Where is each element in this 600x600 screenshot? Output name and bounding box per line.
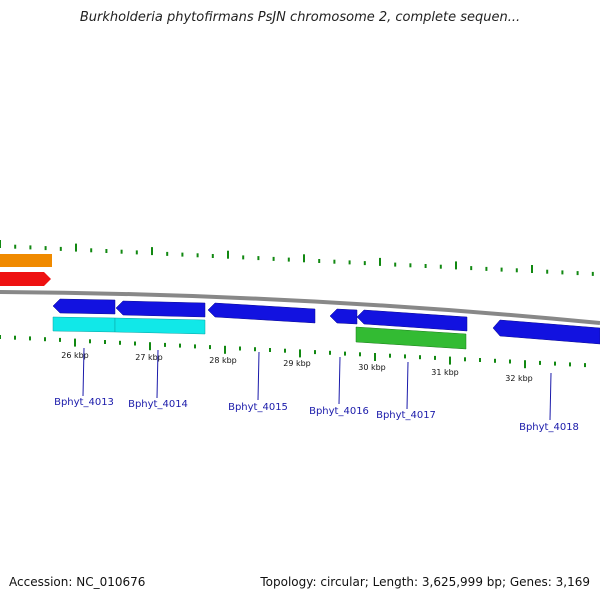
gene-label[interactable]: Bphyt_4016 <box>309 406 369 417</box>
outer-ruler-ticks <box>0 240 594 276</box>
gene-bphyt-4015[interactable] <box>207 302 316 324</box>
gene-bphyt-4013[interactable] <box>52 298 116 315</box>
gene-leader-line <box>338 356 341 405</box>
ruler-tick-label: 29 kbp <box>283 359 311 368</box>
sequence-backbone <box>0 290 600 325</box>
ruler-tick-label: 28 kbp <box>209 356 237 365</box>
gene-leader-line <box>257 351 260 401</box>
genome-summary-text: Topology: circular; Length: 3,625,999 bp… <box>260 575 590 589</box>
gene-bphyt-4018[interactable] <box>492 319 600 345</box>
ruler-tick-label: 27 kbp <box>135 353 163 362</box>
gene-bphyt-4017-gene[interactable] <box>356 309 468 332</box>
inner-ruler-ticks <box>0 335 586 369</box>
gene-leader-line <box>549 372 552 421</box>
gene-leader-line <box>406 361 409 410</box>
gene-bphyt-4016[interactable] <box>329 308 358 325</box>
gene-label[interactable]: Bphyt_4013 <box>54 397 114 408</box>
ruler-tick-label: 32 kbp <box>505 374 533 383</box>
gene-label[interactable]: Bphyt_4017 <box>376 410 436 421</box>
red-feature[interactable] <box>0 272 51 286</box>
map-title: Burkholderia phytofirmans PsJN chromosom… <box>79 10 521 25</box>
ruler-tick-labels: 26 kbp 27 kbp 28 kbp 29 kbp 30 kbp 31 kbp 32 k… <box>61 351 533 383</box>
accession-text: Accession: NC_010676 <box>9 575 146 589</box>
gene-label[interactable]: Bphyt_4015 <box>228 402 288 413</box>
gene-label[interactable]: Bphyt_4014 <box>128 399 188 410</box>
cds-bphyt-4013[interactable] <box>52 316 116 333</box>
cds-bphyt-4017[interactable] <box>355 326 467 350</box>
gene-leader-line <box>82 347 85 397</box>
gene-leader-line <box>156 349 159 399</box>
ruler-tick-label: 30 kbp <box>358 363 386 372</box>
gene-label[interactable]: Bphyt_4018 <box>519 422 579 433</box>
cds-bphyt-4014[interactable] <box>114 317 206 335</box>
ruler-tick-label: 26 kbp <box>61 351 89 360</box>
gene-bphyt-4014[interactable] <box>115 300 206 318</box>
gene-labels: Bphyt_4013 Bphyt_4014 Bphyt_4015 Bphyt_4016… <box>54 347 579 433</box>
orange-feature[interactable] <box>0 254 52 267</box>
ruler-tick-label: 31 kbp <box>431 368 459 377</box>
